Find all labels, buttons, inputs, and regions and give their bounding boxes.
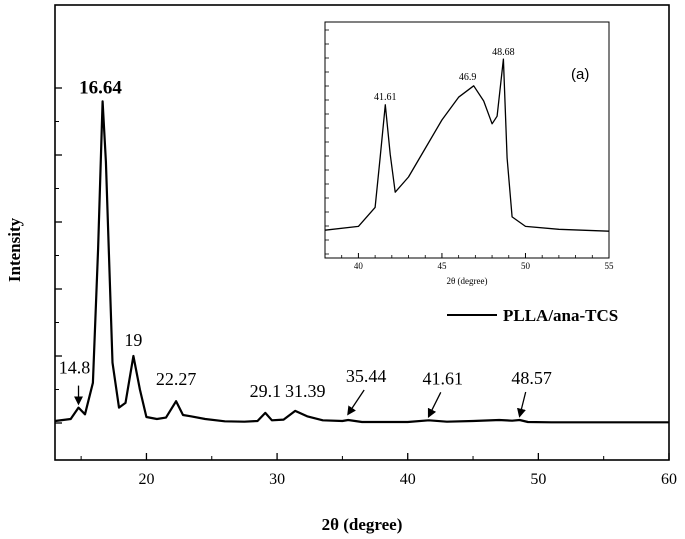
x-tick-label: 20 bbox=[138, 471, 154, 488]
peak-label: 16.64 bbox=[79, 77, 122, 98]
inset-series bbox=[324, 58, 610, 232]
peak-label: 29.1 bbox=[250, 381, 282, 401]
inset-annotations: 41.61 46.9 48.68 bbox=[374, 47, 515, 103]
series-line-plla-ana-tcs bbox=[54, 100, 669, 424]
peak-label: 41.61 bbox=[423, 368, 464, 388]
inset-peak-label: 41.61 bbox=[374, 92, 397, 103]
main-annotations: 16.64 14.8 19 22.27 29.1 31.39 35.44 41.61 48.57 bbox=[59, 77, 552, 418]
inset-panel-label: (a) bbox=[571, 66, 589, 83]
main-ticks: 20 30 40 50 60 bbox=[55, 87, 677, 488]
peak-label: 35.44 bbox=[346, 366, 387, 386]
inset-series-line bbox=[324, 58, 610, 232]
inset-x-tick-label: 50 bbox=[521, 261, 531, 271]
peak-label: 14.8 bbox=[59, 358, 91, 378]
x-tick-label: 60 bbox=[661, 471, 677, 488]
x-tick-label: 30 bbox=[269, 471, 285, 488]
inset-plot-frame bbox=[324, 21, 610, 259]
x-tick-label: 40 bbox=[400, 471, 416, 488]
peak-label: 19 bbox=[124, 330, 142, 350]
peak-arrow bbox=[517, 391, 527, 418]
y-axis-title: Intensity bbox=[5, 217, 24, 282]
peak-arrow bbox=[347, 389, 365, 416]
peak-label: 31.39 bbox=[285, 381, 326, 401]
inset-x-tick-label: 40 bbox=[354, 261, 364, 271]
main-series bbox=[54, 100, 669, 424]
inset-x-axis-title: 2θ (degree) bbox=[446, 276, 487, 286]
inset-peak-label: 46.9 bbox=[459, 72, 477, 83]
inset-peak-label: 48.68 bbox=[492, 47, 515, 58]
legend: PLLA/ana-TCS bbox=[447, 306, 618, 325]
x-tick-label: 50 bbox=[530, 471, 546, 488]
main-plot-frame bbox=[54, 4, 670, 461]
peak-arrow bbox=[427, 392, 442, 418]
inset-x-tick-label: 45 bbox=[437, 261, 447, 271]
peak-label: 48.57 bbox=[511, 368, 552, 388]
x-axis-title: 2θ (degree) bbox=[322, 515, 403, 534]
inset-x-tick-label: 55 bbox=[605, 261, 615, 271]
inset-chart: 40 45 50 55 41.61 46.9 48.68 (a) 2θ (degree) bbox=[324, 21, 615, 286]
peak-label: 22.27 bbox=[156, 369, 197, 389]
legend-entry-plla-ana-tcs: PLLA/ana-TCS bbox=[503, 306, 618, 325]
inset-ticks: 40 45 50 55 bbox=[324, 29, 615, 271]
